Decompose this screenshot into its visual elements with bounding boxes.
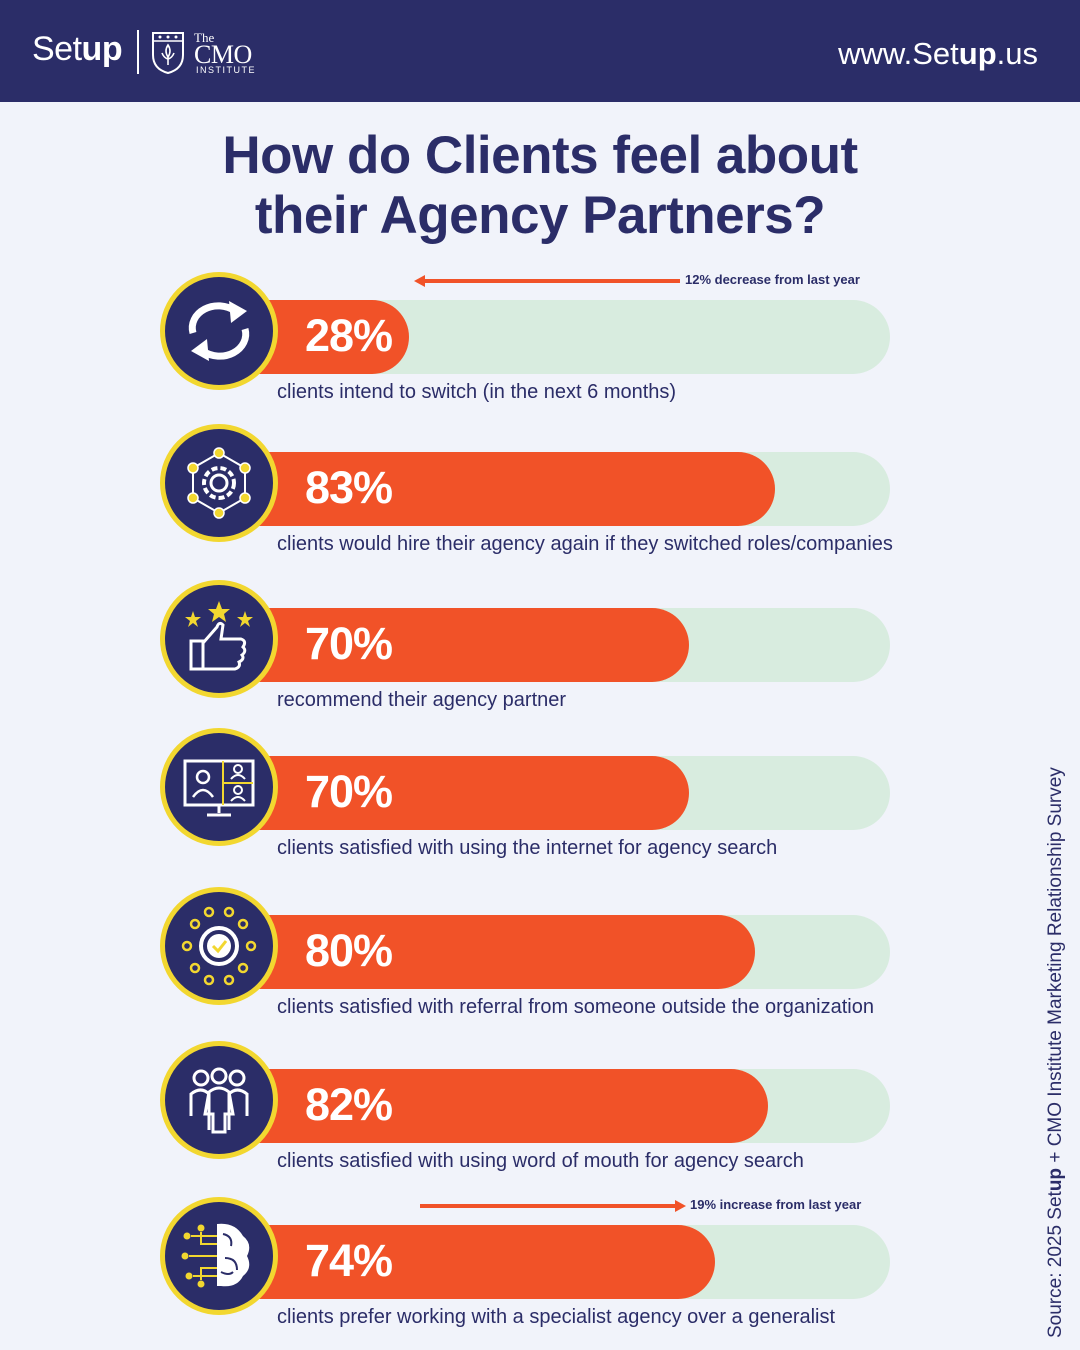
page-title: How do Clients feel about their Agency Pa… (222, 126, 858, 245)
icon-badge (160, 728, 278, 846)
bar-description: clients would hire their agency again if… (277, 533, 893, 555)
bar-fill (225, 608, 689, 682)
icon-badge (160, 1041, 278, 1159)
people-group-icon (189, 1067, 249, 1134)
header-bar: Setup The CMO INSTITUTE www.Setup.us (0, 0, 1080, 102)
bar-value-label: 82% (305, 1079, 393, 1130)
logo-divider (137, 30, 139, 74)
bar-description: recommend their agency partner (277, 689, 567, 711)
icon-badge (160, 580, 278, 698)
trend-note: 19% increase from last year (690, 1197, 862, 1212)
cmo-crest-icon (152, 32, 184, 75)
website-link[interactable]: www.Setup.us (838, 36, 1038, 71)
bar-description: clients prefer working with a specialist… (277, 1306, 836, 1328)
stat-row: 74% clients prefer working with a specia… (0, 1197, 1080, 1337)
bar-value-label: 28% (305, 310, 393, 361)
bar-value-label: 83% (305, 462, 393, 513)
cmo-logo-main[interactable]: CMO (194, 40, 252, 69)
bar-fill (225, 756, 689, 830)
cmo-logo-sub: INSTITUTE (196, 65, 256, 75)
check-network-icon (181, 906, 257, 986)
bar-value-label: 74% (305, 1235, 393, 1286)
bar-fill (225, 915, 755, 989)
increase-arrow-icon (420, 1200, 686, 1212)
icon-badge (160, 424, 278, 542)
bar-value-label: 70% (305, 618, 393, 669)
decrease-arrow-icon (414, 275, 680, 287)
bar-fill (225, 1069, 769, 1143)
bar-description: clients intend to switch (in the next 6 … (277, 381, 677, 403)
thumbs-up-stars-icon (185, 601, 253, 671)
icon-badge (160, 272, 278, 390)
stat-row: 28% clients intend to switch (in the nex… (0, 272, 1080, 412)
stat-row: 70% recommend their agency partner (0, 580, 1080, 720)
brain-circuit-icon (181, 1223, 250, 1288)
stat-row: 82% clients satisfied with using word of… (0, 1041, 1080, 1181)
trend-note: 12% decrease from last year (685, 272, 860, 287)
icon-badge (160, 887, 278, 1005)
bar-description: clients satisfied with using word of mou… (277, 1150, 804, 1172)
stat-row: 70% clients satisfied with using the int… (0, 728, 1080, 868)
bar-description: clients satisfied with using the interne… (277, 837, 778, 859)
stat-row: 83% clients would hire their agency agai… (0, 424, 1080, 564)
bar-fill (225, 452, 775, 526)
stat-row: 80% clients satisfied with referral from… (0, 887, 1080, 1027)
setup-logo[interactable]: Setup (32, 30, 123, 68)
bar-value-label: 80% (305, 925, 393, 976)
cmo-logo-the: The (194, 30, 215, 45)
bar-value-label: 70% (305, 766, 393, 817)
gear-network-icon (187, 447, 251, 519)
source-note: Source: 2025 Setup + CMO Institute Marke… (1045, 767, 1066, 1338)
icon-badge (160, 1197, 278, 1315)
switch-arrows-icon (188, 301, 250, 361)
bar-description: clients satisfied with referral from som… (277, 996, 874, 1018)
bar-fill (225, 1225, 716, 1299)
video-call-monitor-icon (183, 759, 255, 817)
